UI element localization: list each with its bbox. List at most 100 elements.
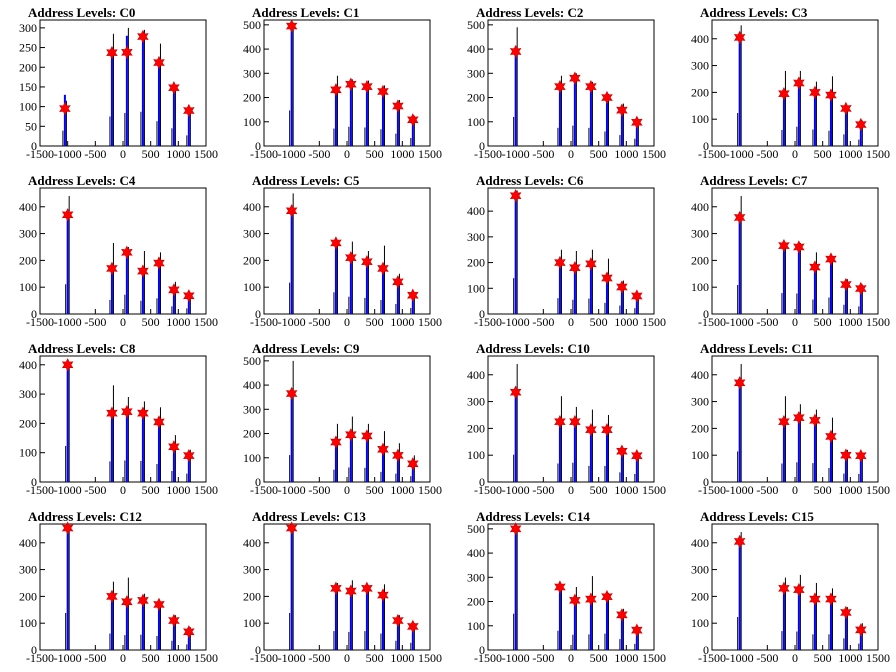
y-tick-label: 200 <box>691 253 709 267</box>
x-tick-label: 500 <box>142 483 160 497</box>
x-tick-label: -500 <box>84 315 106 329</box>
peak-star-marker <box>733 30 746 45</box>
y-tick-label: 200 <box>243 253 261 267</box>
x-tick-label: 500 <box>142 651 160 665</box>
y-tick-label: 300 <box>243 227 261 241</box>
x-tick-label: 1000 <box>838 147 862 161</box>
peak-star-marker <box>345 584 357 598</box>
x-tick-label: -500 <box>756 147 778 161</box>
peak-star-marker <box>61 358 74 372</box>
peak-star-marker <box>509 522 522 536</box>
x-tick-label: 0 <box>792 147 798 161</box>
peak-star-marker <box>554 255 566 270</box>
y-tick-label: 200 <box>467 256 485 270</box>
chart-title: Address Levels: C14 <box>476 509 590 524</box>
x-tick-label: 1500 <box>866 483 890 497</box>
y-tick-label: 100 <box>467 619 485 633</box>
chart-panel: Address Levels: C8 0 100 200 300 400 -1500 -100… <box>0 336 224 504</box>
peak-star-marker <box>616 444 628 458</box>
chart-panel: Address Levels: C4 0 100 200 300 400 -1500 -100… <box>0 168 224 336</box>
y-tick-label: 300 <box>243 402 261 416</box>
chart-svg: 0 100 200 300 400 -1500 -1000 -500 0 500 1000 1500 <box>19 355 218 497</box>
chart-svg: 0 100 200 300 400 500 -1500 -1000 -500 0 500 1000 15… <box>243 18 442 161</box>
x-tick-label: 1500 <box>194 147 218 161</box>
chart-panel: Address Levels: C5 0 100 200 300 400 -1500 -100… <box>224 168 448 336</box>
chart-svg: 0 100 200 300 400 -1500 -1000 -500 0 500 1000 1500 <box>467 187 666 329</box>
peak-star-marker <box>733 376 746 390</box>
chart-title: Address Levels: C9 <box>252 341 360 356</box>
chart-title: Address Levels: C3 <box>700 5 808 20</box>
chart-svg: 0 100 200 300 400 500 -1500 -1000 -500 0 500 1000 15… <box>467 522 666 665</box>
peak-star-marker <box>121 45 133 59</box>
y-tick-label: 200 <box>19 253 37 267</box>
x-tick-label: -1500 <box>26 147 54 161</box>
peak-star-marker <box>285 521 298 535</box>
chart-svg: 0 100 200 300 400 -1500 -1000 -500 0 500 1000 1500 <box>19 521 218 665</box>
peak-star-marker <box>407 457 419 471</box>
y-tick-label: 400 <box>467 42 485 56</box>
x-tick-label: 500 <box>366 315 384 329</box>
x-tick-label: 0 <box>568 147 574 161</box>
x-tick-label: 1500 <box>418 651 442 665</box>
x-tick-label: -500 <box>532 651 554 665</box>
chart-panel: Address Levels: C13 0 100 200 300 400 -1500 -10… <box>224 504 448 672</box>
x-tick-label: -1500 <box>474 147 502 161</box>
peak-star-marker <box>631 115 643 129</box>
chart-title: Address Levels: C15 <box>700 509 814 524</box>
chart-title: Address Levels: C0 <box>28 5 136 20</box>
x-tick-label: -1000 <box>726 315 754 329</box>
peak-star-marker <box>407 619 419 634</box>
y-tick-label: 400 <box>19 200 37 214</box>
x-tick-label: 500 <box>590 651 608 665</box>
y-tick-label: 0 <box>31 139 37 153</box>
peak-star-marker <box>153 597 165 612</box>
x-tick-label: -500 <box>84 483 106 497</box>
plot-frame <box>263 187 431 315</box>
peak-star-marker <box>601 590 613 604</box>
chart-svg: 0 100 200 300 400 -1500 -1000 -500 0 500 1000 1500 <box>691 187 890 329</box>
y-tick-label: 400 <box>467 204 485 218</box>
x-tick-label: -1000 <box>278 147 306 161</box>
peak-star-marker <box>585 79 597 94</box>
y-tick-label: 300 <box>691 59 709 73</box>
peak-star-marker <box>778 581 790 596</box>
peak-star-marker <box>361 429 373 443</box>
y-tick-label: 100 <box>467 115 485 129</box>
x-tick-label: -1500 <box>250 651 278 665</box>
y-tick-label: 300 <box>243 66 261 80</box>
chart-svg: 0 100 200 300 400 -1500 -1000 -500 0 500 1000 1500 <box>19 187 218 329</box>
x-tick-label: 0 <box>568 483 574 497</box>
chart-panel: Address Levels: C0 0 50 100 150 200 250 300 -150… <box>0 0 224 168</box>
x-tick-label: 500 <box>814 315 832 329</box>
chart-svg: 0 100 200 300 400 -1500 -1000 -500 0 500 1000 1500 <box>243 521 442 665</box>
y-tick-label: 300 <box>467 66 485 80</box>
chart-panel: Address Levels: C14 0 100 200 300 400 500 -1500… <box>448 504 672 672</box>
x-tick-label: -1000 <box>726 483 754 497</box>
peak-star-marker <box>392 99 404 113</box>
y-tick-label: 0 <box>479 139 485 153</box>
y-tick-label: 400 <box>691 200 709 214</box>
y-tick-label: 200 <box>691 421 709 435</box>
x-tick-label: 500 <box>590 147 608 161</box>
x-tick-label: -1000 <box>278 483 306 497</box>
peak-star-marker <box>509 385 522 399</box>
x-tick-label: 0 <box>120 483 126 497</box>
x-tick-label: -500 <box>756 483 778 497</box>
chart-title: Address Levels: C10 <box>476 341 590 356</box>
peak-star-marker <box>778 87 790 101</box>
peak-star-marker <box>825 592 837 606</box>
y-tick-label: 500 <box>467 18 485 32</box>
peak-star-marker <box>392 275 404 289</box>
peak-star-marker <box>407 113 419 127</box>
x-tick-label: 1000 <box>166 147 190 161</box>
peak-star-marker <box>153 256 165 270</box>
x-tick-label: 0 <box>344 483 350 497</box>
y-tick-label: 0 <box>255 139 261 153</box>
x-tick-label: 500 <box>142 315 160 329</box>
x-tick-label: 0 <box>792 315 798 329</box>
peak-star-marker <box>601 271 613 285</box>
peak-star-marker <box>330 83 342 97</box>
y-tick-label: 100 <box>243 451 261 465</box>
y-tick-label: 300 <box>691 395 709 409</box>
chart-title: Address Levels: C6 <box>476 173 584 188</box>
